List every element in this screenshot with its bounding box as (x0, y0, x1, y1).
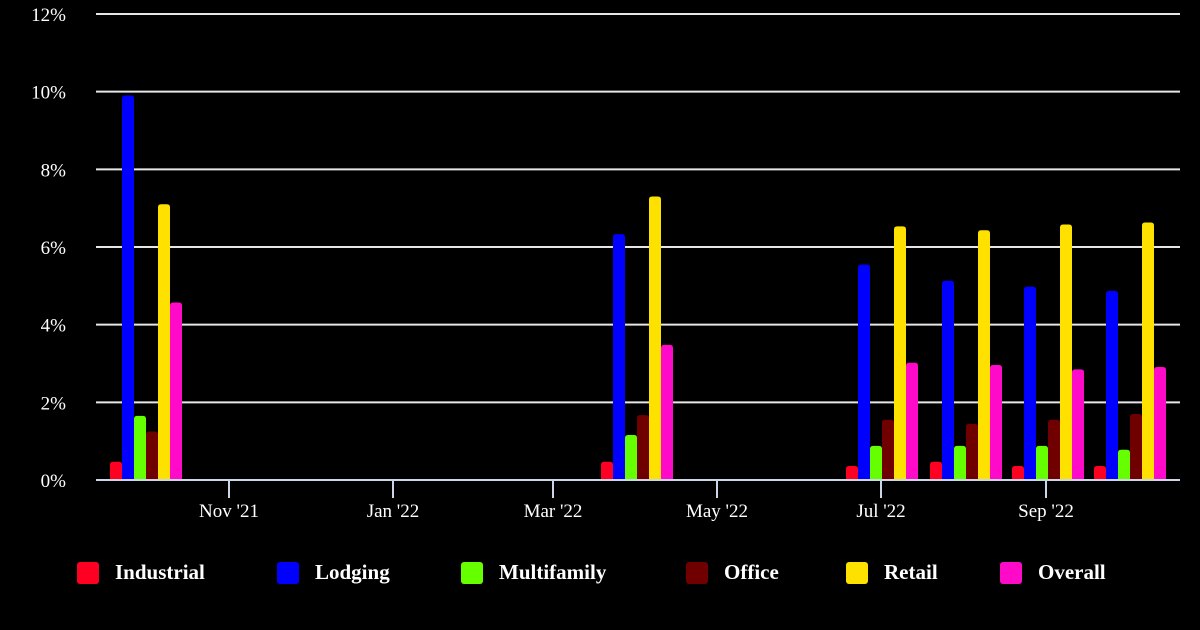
bar-overall[interactable] (1154, 366, 1166, 480)
legend-swatch-icon (461, 561, 483, 584)
bar-overall[interactable] (990, 365, 1002, 480)
bar-office[interactable] (146, 431, 158, 480)
bar-office[interactable] (882, 419, 894, 480)
bar-industrial[interactable] (930, 461, 942, 480)
bar-multifamily[interactable] (954, 445, 966, 480)
legend-label: Multifamily (499, 560, 607, 584)
bar-retail[interactable] (1060, 224, 1072, 480)
legend-swatch-icon (686, 561, 708, 584)
x-tick-label: Nov '21 (199, 501, 259, 522)
x-tick-label: Sep '22 (1018, 501, 1074, 522)
bar-group (110, 95, 182, 481)
chart-legend: Industrial Lodging Multifamily Office Retail… (0, 560, 1200, 596)
bar-lodging[interactable] (942, 280, 954, 480)
bar-office[interactable] (1130, 413, 1142, 480)
bar-group (1012, 224, 1084, 480)
x-tick-label: May '22 (686, 501, 748, 522)
bar-office[interactable] (1048, 419, 1060, 480)
legend-item-industrial[interactable]: Industrial (77, 560, 205, 585)
bar-overall[interactable] (170, 302, 182, 480)
legend-swatch-icon (846, 561, 868, 584)
bar-retail[interactable] (894, 226, 906, 480)
legend-swatch-icon (77, 561, 99, 584)
legend-label: Overall (1038, 560, 1106, 584)
x-tick-label: Jul '22 (856, 501, 905, 522)
legend-label: Lodging (315, 560, 390, 584)
y-tick-label: 2% (41, 393, 67, 414)
bar-lodging[interactable] (858, 264, 870, 480)
bar-office[interactable] (966, 423, 978, 480)
bar-retail[interactable] (978, 230, 990, 480)
x-tick-label: Mar '22 (524, 501, 583, 522)
bar-series (110, 95, 1166, 481)
bar-multifamily[interactable] (625, 434, 637, 480)
y-tick-label: 8% (41, 160, 67, 181)
bar-group (930, 230, 1002, 480)
bar-overall[interactable] (1072, 369, 1084, 480)
y-tick-label: 0% (41, 471, 67, 492)
gridlines (96, 13, 1180, 404)
bar-group (1094, 222, 1166, 480)
legend-swatch-icon (277, 561, 299, 584)
bar-multifamily[interactable] (870, 445, 882, 480)
bar-lodging[interactable] (1106, 290, 1118, 480)
bar-industrial[interactable] (1094, 466, 1106, 480)
legend-item-multifamily[interactable]: Multifamily (461, 560, 606, 585)
legend-label: Office (724, 560, 779, 584)
legend-item-lodging[interactable]: Lodging (277, 560, 390, 585)
y-axis: 0% 2% 4% 6% 8% 10% 12% (31, 5, 66, 492)
bar-lodging[interactable] (613, 234, 625, 480)
y-tick-label: 12% (31, 5, 66, 26)
legend-item-overall[interactable]: Overall (1000, 560, 1106, 585)
bar-industrial[interactable] (110, 461, 122, 480)
bar-multifamily[interactable] (134, 415, 146, 480)
bar-retail[interactable] (158, 204, 170, 481)
bar-overall[interactable] (661, 344, 673, 480)
bar-retail[interactable] (649, 196, 661, 480)
legend-swatch-icon (1000, 561, 1022, 584)
y-tick-label: 4% (41, 316, 67, 337)
bar-group (846, 226, 918, 480)
bar-overall[interactable] (906, 362, 918, 480)
bar-office[interactable] (637, 415, 649, 480)
x-tick-label: Jan '22 (367, 501, 420, 522)
bar-industrial[interactable] (601, 461, 613, 480)
y-tick-label: 6% (41, 238, 67, 259)
bar-industrial[interactable] (1012, 466, 1024, 480)
bar-lodging[interactable] (1024, 286, 1036, 480)
legend-label: Industrial (115, 560, 205, 584)
bar-multifamily[interactable] (1118, 449, 1130, 480)
bar-lodging[interactable] (122, 95, 134, 481)
bar-retail[interactable] (1142, 222, 1154, 480)
legend-label: Retail (884, 560, 938, 584)
x-axis: Nov '21 Jan '22 Mar '22 May '22 Jul '22 Sep '… (96, 479, 1180, 522)
legend-item-retail[interactable]: Retail (846, 560, 938, 585)
bar-multifamily[interactable] (1036, 445, 1048, 480)
y-tick-label: 10% (31, 83, 66, 104)
legend-item-office[interactable]: Office (686, 560, 779, 585)
bar-group (601, 196, 673, 480)
bar-industrial[interactable] (846, 466, 858, 480)
